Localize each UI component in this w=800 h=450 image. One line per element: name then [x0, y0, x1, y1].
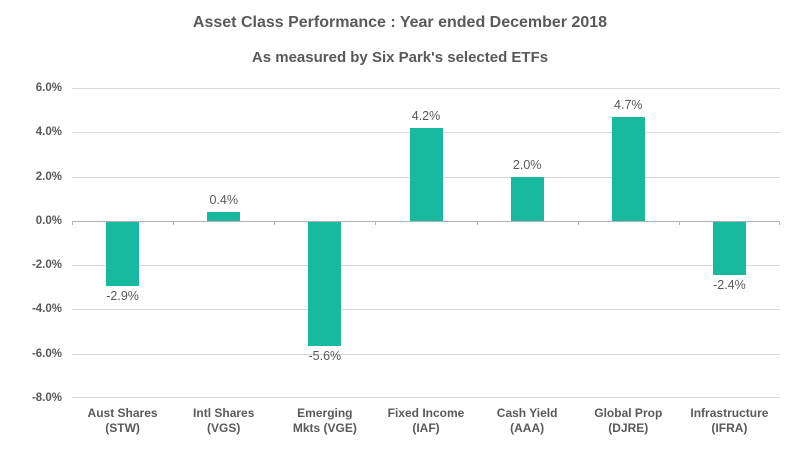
bar-value-label: -2.4% [713, 278, 746, 292]
y-axis-tick-label: -6.0% [31, 347, 62, 360]
bar [510, 176, 544, 221]
bar [712, 221, 746, 275]
bar-value-label: -2.9% [106, 289, 139, 304]
axis-tick [679, 220, 680, 225]
axis-tick [173, 220, 174, 225]
x-axis-category-label: Cash Yield (AAA) [496, 406, 558, 435]
bar [207, 212, 241, 221]
bar-value-label: 4.7% [614, 97, 643, 112]
axis-tick [274, 220, 275, 225]
y-axis-tick-label: 4.0% [35, 126, 62, 139]
axis-tick [779, 220, 780, 225]
gridline [72, 353, 780, 355]
gridline [72, 88, 780, 89]
bar [308, 221, 342, 346]
x-axis-category-label: Aust Shares (STW) [87, 406, 158, 435]
y-axis-tick-label: 6.0% [35, 82, 62, 94]
x-axis-category-label: Global Prop (DJRE) [594, 406, 663, 435]
bar-value-label: 2.0% [512, 157, 542, 172]
chart-title: Asset Class Performance : Year ended Dec… [192, 14, 608, 31]
x-axis-category-label: Fixed Income (IAF) [387, 406, 465, 435]
bar [611, 116, 645, 221]
bar-value-label: 0.4% [209, 193, 238, 207]
plot-area: -2.9% 0.4% -5.6% 4.2% 2.0% 4.7% -2.4% [72, 88, 780, 398]
bar [106, 221, 140, 287]
x-axis-category-label: Infrastructure (IFRA) [690, 406, 769, 435]
bar-value-label: -5.6% [308, 348, 342, 363]
x-axis-labels: Aust Shares (STW) Intl Shares (VGS) Emergi… [72, 406, 780, 446]
bar [409, 127, 443, 221]
bar-value-label: 4.2% [411, 108, 441, 123]
gridline [72, 309, 780, 311]
axis-tick [578, 220, 579, 225]
chart-subtitle: As measured by Six Park's selected ETFs [251, 49, 549, 66]
x-axis-category-label: Intl Shares (VGS) [193, 406, 255, 435]
axis-tick [375, 220, 376, 225]
axis-tick [72, 220, 73, 225]
y-axis-tick-label: -2.0% [31, 259, 62, 272]
x-axis-category-label: Emerging Mkts (VGE) [292, 406, 357, 435]
gridline [72, 397, 780, 398]
y-axis-tick-label: -8.0% [31, 392, 62, 404]
zero-axis-line [72, 220, 780, 222]
y-axis-tick-label: 0.0% [35, 214, 62, 227]
y-axis-tick-label: 2.0% [35, 170, 62, 183]
gridline [72, 265, 780, 267]
axis-tick [477, 220, 478, 225]
y-axis-tick-label: -4.0% [31, 303, 62, 316]
